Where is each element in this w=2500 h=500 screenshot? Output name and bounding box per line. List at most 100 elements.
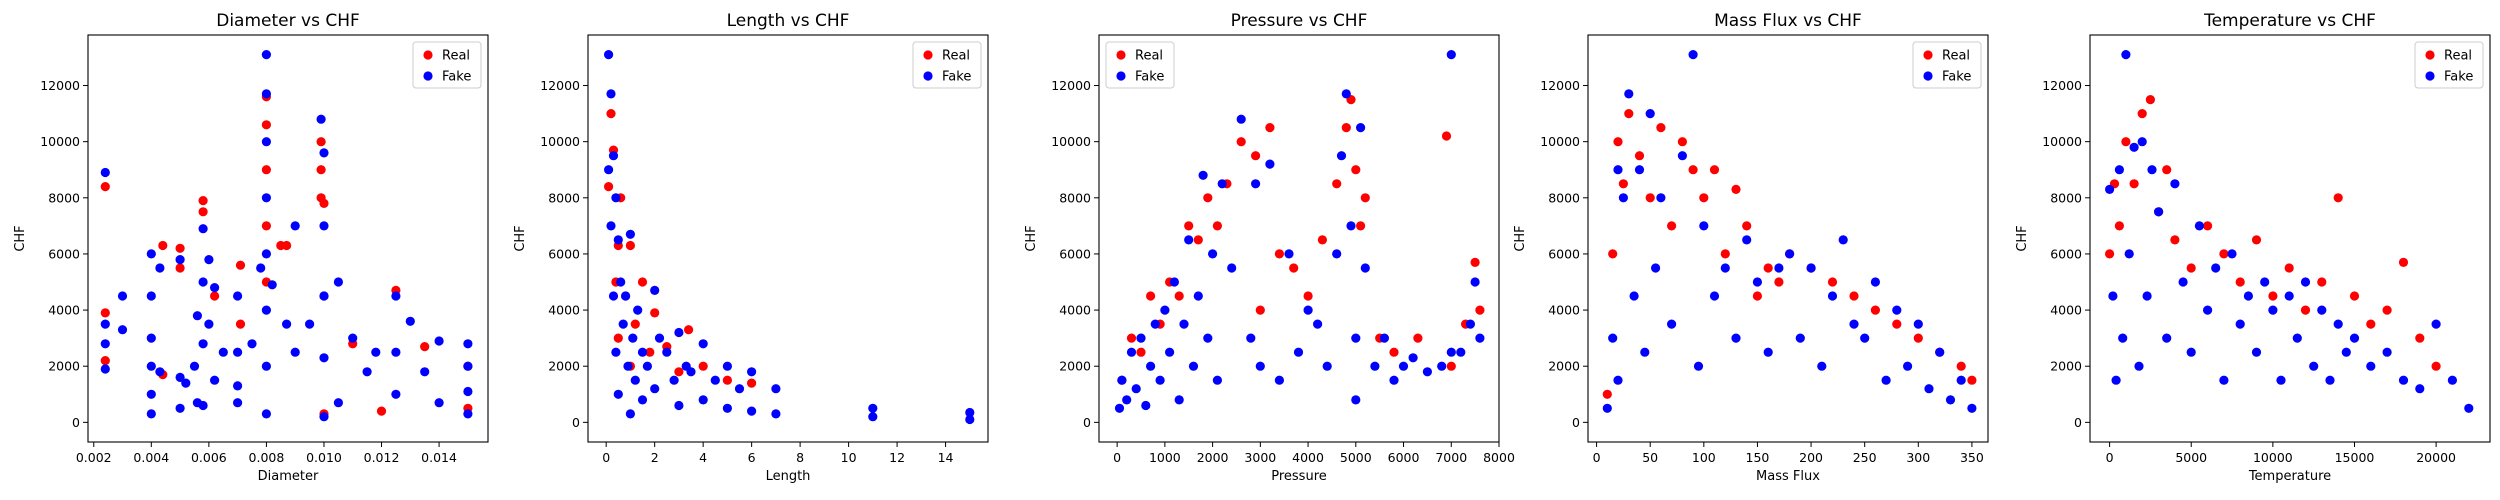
data-point-fake bbox=[371, 347, 381, 357]
data-point-fake bbox=[1935, 347, 1945, 357]
data-point-real bbox=[1265, 123, 1275, 133]
data-point-fake bbox=[1629, 291, 1639, 301]
data-point-fake bbox=[2105, 184, 2115, 194]
data-point-real bbox=[2349, 291, 2360, 301]
data-point-fake bbox=[1293, 347, 1304, 357]
x-tick-label: 6 bbox=[748, 450, 756, 465]
data-point-fake bbox=[319, 291, 329, 301]
data-point-real bbox=[1356, 221, 1366, 231]
data-point-fake bbox=[1693, 361, 1704, 371]
data-point-real bbox=[2235, 277, 2245, 287]
data-point-real bbox=[1634, 151, 1645, 161]
data-point-real bbox=[1608, 249, 1618, 259]
data-point-fake bbox=[261, 305, 271, 315]
subplot-5: Temperature vs CHF 0 5000 10000 15000 20000 0 2… bbox=[2015, 11, 2491, 484]
x-axis-label: Length bbox=[766, 469, 811, 484]
data-point-fake bbox=[1422, 367, 1432, 377]
data-point-fake bbox=[1785, 249, 1795, 259]
data-point-real bbox=[2268, 291, 2278, 301]
x-tick-label: 4000 bbox=[1292, 450, 1324, 465]
data-point-fake bbox=[2341, 347, 2351, 357]
data-point-real bbox=[2129, 179, 2139, 189]
y-tick-label: 4000 bbox=[548, 303, 580, 318]
data-point-fake bbox=[1246, 333, 1256, 343]
data-point-fake bbox=[463, 339, 473, 349]
data-point-real bbox=[1892, 319, 1902, 329]
data-point-fake bbox=[1351, 395, 1361, 405]
data-point-real bbox=[1413, 333, 1423, 343]
data-point-fake bbox=[1165, 347, 1175, 357]
data-point-fake bbox=[333, 277, 343, 287]
data-point-real bbox=[2137, 109, 2147, 119]
data-point-real bbox=[210, 291, 220, 301]
data-point-fake bbox=[146, 409, 156, 419]
legend-label-fake: Fake bbox=[2444, 70, 2473, 85]
data-point-fake bbox=[198, 339, 208, 349]
data-point-fake bbox=[1169, 277, 1179, 287]
y-tick-label: 2000 bbox=[548, 359, 580, 374]
data-point-real bbox=[100, 308, 110, 318]
subplot-2: Length vs CHF 0 2 4 6 8 10 12 14 0 2000 4000 6000 800… bbox=[513, 11, 989, 484]
data-point-real bbox=[1618, 179, 1628, 189]
data-point-real bbox=[1602, 389, 1612, 399]
data-point-fake bbox=[1136, 333, 1146, 343]
y-tick-label: 6000 bbox=[1059, 246, 1091, 261]
data-point-fake bbox=[2309, 361, 2319, 371]
data-point-real bbox=[1827, 277, 1838, 287]
data-point-fake bbox=[1389, 375, 1399, 385]
data-point-real bbox=[645, 347, 655, 357]
data-point-fake bbox=[1313, 319, 1323, 329]
data-point-fake bbox=[2186, 347, 2196, 357]
data-point-fake bbox=[233, 347, 243, 357]
data-point-fake bbox=[1150, 319, 1160, 329]
data-point-real bbox=[2415, 333, 2425, 343]
x-tick-label: 4 bbox=[699, 450, 707, 465]
data-point-fake bbox=[1341, 89, 1351, 99]
data-point-fake bbox=[1456, 347, 1466, 357]
data-point-real bbox=[316, 165, 326, 175]
y-tick-label: 12000 bbox=[2042, 78, 2082, 93]
data-point-fake bbox=[1303, 305, 1313, 315]
data-point-real bbox=[1613, 137, 1623, 147]
data-point-fake bbox=[1198, 170, 1208, 180]
data-point-fake bbox=[391, 291, 401, 301]
legend-marker-fake bbox=[1923, 71, 1933, 81]
y-tick-label: 6000 bbox=[548, 246, 580, 261]
x-tick-label: 5000 bbox=[1340, 450, 1372, 465]
series-fake bbox=[604, 50, 975, 425]
x-tick-label: 5000 bbox=[2175, 450, 2207, 465]
data-point-fake bbox=[623, 361, 633, 371]
data-point-fake bbox=[608, 151, 619, 161]
data-point-fake bbox=[1446, 50, 1456, 60]
data-point-fake bbox=[198, 224, 208, 234]
data-point-fake bbox=[604, 50, 614, 60]
y-tick-label: 6000 bbox=[48, 246, 80, 261]
y-tick-label: 0 bbox=[2074, 415, 2082, 430]
data-point-real bbox=[674, 367, 684, 377]
data-point-fake bbox=[261, 89, 271, 99]
plot-frame bbox=[1587, 34, 1989, 443]
data-point-fake bbox=[1346, 221, 1356, 231]
data-point-fake bbox=[1379, 333, 1389, 343]
data-point-fake bbox=[1126, 347, 1137, 357]
data-point-fake bbox=[2243, 291, 2253, 301]
data-point-fake bbox=[722, 403, 733, 413]
x-tick-label: 0.004 bbox=[133, 450, 169, 465]
data-point-fake bbox=[256, 263, 266, 273]
y-tick-label: 2000 bbox=[1548, 359, 1580, 374]
data-point-fake bbox=[637, 347, 648, 357]
legend-label-fake: Fake bbox=[442, 70, 471, 85]
data-point-real bbox=[684, 325, 694, 335]
x-tick-label: 12 bbox=[889, 450, 905, 465]
y-tick-label: 4000 bbox=[2050, 303, 2082, 318]
data-point-fake bbox=[362, 367, 372, 377]
data-point-fake bbox=[2178, 277, 2188, 287]
data-point-fake bbox=[1274, 375, 1284, 385]
data-point-real bbox=[319, 198, 329, 208]
data-point-fake bbox=[261, 50, 271, 60]
data-point-real bbox=[1967, 375, 1977, 385]
legend: Real Fake bbox=[912, 41, 982, 89]
data-point-fake bbox=[1860, 333, 1870, 343]
legend-marker-real bbox=[423, 50, 433, 60]
y-tick-label: 2000 bbox=[48, 359, 80, 374]
